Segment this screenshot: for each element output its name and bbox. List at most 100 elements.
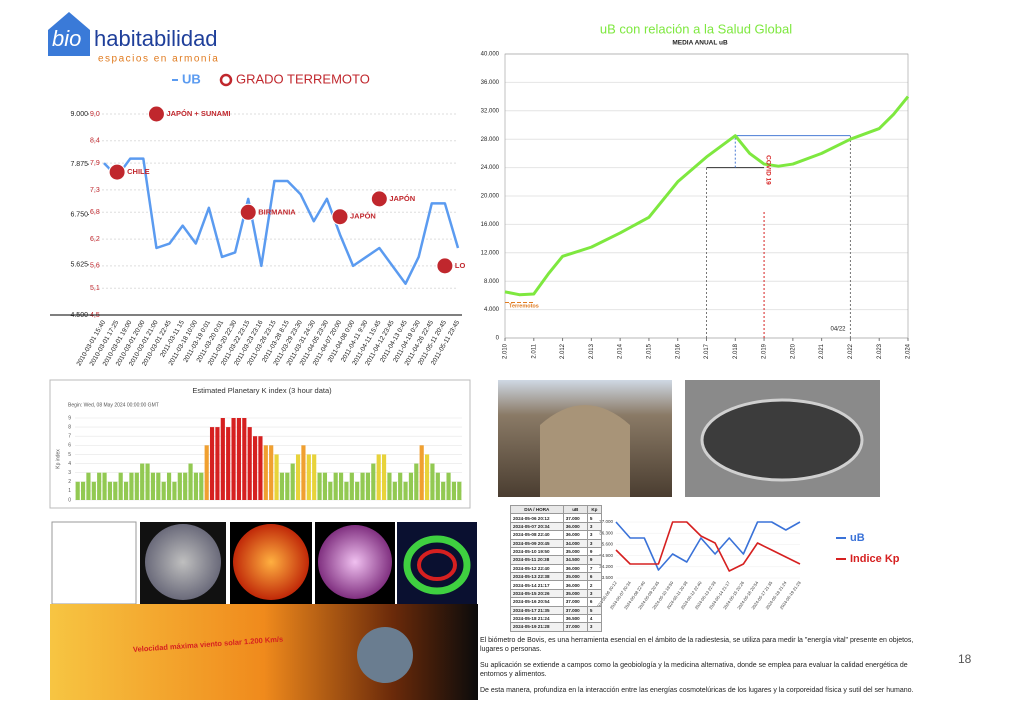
bar: [430, 463, 435, 500]
bar: [419, 445, 424, 500]
y2-tick-label: 5,6: [90, 263, 100, 270]
bar: [215, 427, 220, 500]
y2-tick-label: 8,4: [90, 138, 100, 145]
bar: [301, 445, 306, 500]
series-line: [103, 157, 460, 285]
bar: [295, 454, 301, 500]
bar: [258, 436, 263, 500]
table-row: 2024-05-18 21:24 36.500 4: [510, 613, 603, 624]
x-tick-label: 2.015: [647, 343, 653, 359]
bar: [269, 445, 274, 500]
data-table: DIA / HORA uB Kp 2024-05-06 20:12 37.000 5 202…: [510, 504, 603, 632]
table-cell: 6: [586, 597, 603, 607]
table-cell: 37.000: [562, 622, 588, 632]
table-cell: 4: [586, 613, 603, 624]
bar: [129, 472, 134, 500]
table-cell: 2024-05-17 21:35: [510, 605, 564, 615]
bar: [263, 445, 268, 500]
logo-tagline: espacios en armonía: [98, 54, 219, 65]
bar: [199, 472, 204, 500]
bar: [371, 463, 376, 500]
y-tick-label: 34.900: [599, 553, 613, 558]
body-text: El biómetro de Bovis, es una herramienta…: [480, 636, 925, 702]
bar: [118, 472, 123, 500]
x-tick-label: 2.014: [618, 343, 624, 359]
table-cell: 2024-05-10 19:50: [510, 546, 564, 557]
bar: [344, 481, 349, 500]
table-cell: 2024-05-16 20:54: [510, 597, 564, 607]
y-tick-label: 9: [68, 415, 71, 421]
quake-point: [108, 163, 126, 181]
y-tick-label: 16.000: [481, 222, 500, 228]
quake-label: BIRMANIA: [258, 207, 296, 216]
bar: [91, 481, 96, 500]
y2-tick-label: 6,8: [90, 209, 100, 216]
table-cell: 36.500: [562, 613, 588, 624]
y-tick-label: 20.000: [481, 194, 500, 200]
y-axis-label: Kp index: [55, 449, 61, 469]
table-row: 2024-05-15 20:26 35.000 3: [510, 588, 603, 599]
photo-sun-disc: [145, 524, 221, 600]
series-line: [504, 95, 910, 297]
y-tick-label: 12.000: [481, 250, 500, 256]
logo-name: habitabilidad: [94, 26, 218, 51]
annotation: Terremotos: [509, 303, 539, 309]
y-tick-label: 36.000: [481, 80, 500, 86]
x-tick-label: 2.012: [560, 343, 566, 359]
bar: [161, 481, 166, 500]
bar: [177, 472, 182, 500]
y-tick-label: 7.875: [70, 161, 88, 168]
annotation: 04/22: [830, 327, 846, 333]
bar: [247, 427, 252, 500]
y-tick-label: 7: [68, 434, 71, 440]
bar: [140, 463, 145, 500]
bar: [414, 463, 419, 500]
bar: [86, 472, 91, 500]
legend-label: UB: [182, 71, 201, 86]
table-cell: 2024-05-06 20:12: [510, 513, 564, 523]
quake-label: JAPÓN: [350, 212, 376, 221]
y-tick-label: 35.600: [599, 542, 613, 547]
x-tick-label: 2.022: [848, 343, 854, 359]
table-cell: 37.000: [562, 605, 588, 615]
x-tick-label: 2.019: [762, 343, 768, 359]
bar: [381, 454, 387, 500]
bar: [113, 481, 118, 500]
header-cell: DIA / HORA: [510, 504, 564, 515]
header-cell: uB: [562, 504, 588, 515]
photo-sun-disc: [233, 524, 309, 600]
photo-aurora-ring: [417, 549, 457, 581]
bar: [424, 454, 430, 500]
table-cell: 35.000: [562, 588, 588, 599]
bar: [333, 472, 338, 500]
table-cell: 2024-05-15 20:26: [510, 588, 564, 599]
legend-label: GRADO TERREMOTO: [236, 71, 370, 86]
table-cell: 5: [586, 605, 603, 615]
photo-mosaic-circle: [700, 398, 864, 482]
bar: [236, 418, 242, 500]
bar: [134, 472, 139, 500]
table-cell: 2024-05-13 22:38: [510, 571, 564, 582]
table-cell: 2024-05-12 22:40: [510, 563, 564, 574]
y-tick-label: 4.000: [484, 307, 500, 313]
table-cell: 37.000: [562, 597, 588, 607]
bar: [306, 454, 311, 500]
photo-arch: [540, 405, 630, 497]
bar: [279, 472, 285, 500]
table-cell: 34.000: [562, 538, 588, 548]
table-cell: 5: [586, 513, 603, 523]
header-cell: Kp: [586, 504, 603, 515]
legend-label: uB: [850, 532, 865, 544]
table-cell: 3: [586, 622, 603, 632]
table-cell: 7: [586, 563, 603, 574]
y2-tick-label: 7,9: [90, 160, 100, 167]
table-row: 2024-05-06 20:12 37.000 5: [510, 513, 603, 523]
earth: [357, 627, 413, 683]
paragraph: De esta manera, profundiza en la interac…: [480, 687, 914, 694]
table-row: 2024-05-09 20:45 34.000 3: [510, 538, 603, 548]
quake-point: [370, 190, 388, 208]
bar: [365, 472, 371, 500]
x-tick-label: 2.018: [733, 343, 739, 359]
bar: [172, 481, 177, 500]
y-tick-label: 8: [68, 424, 71, 430]
